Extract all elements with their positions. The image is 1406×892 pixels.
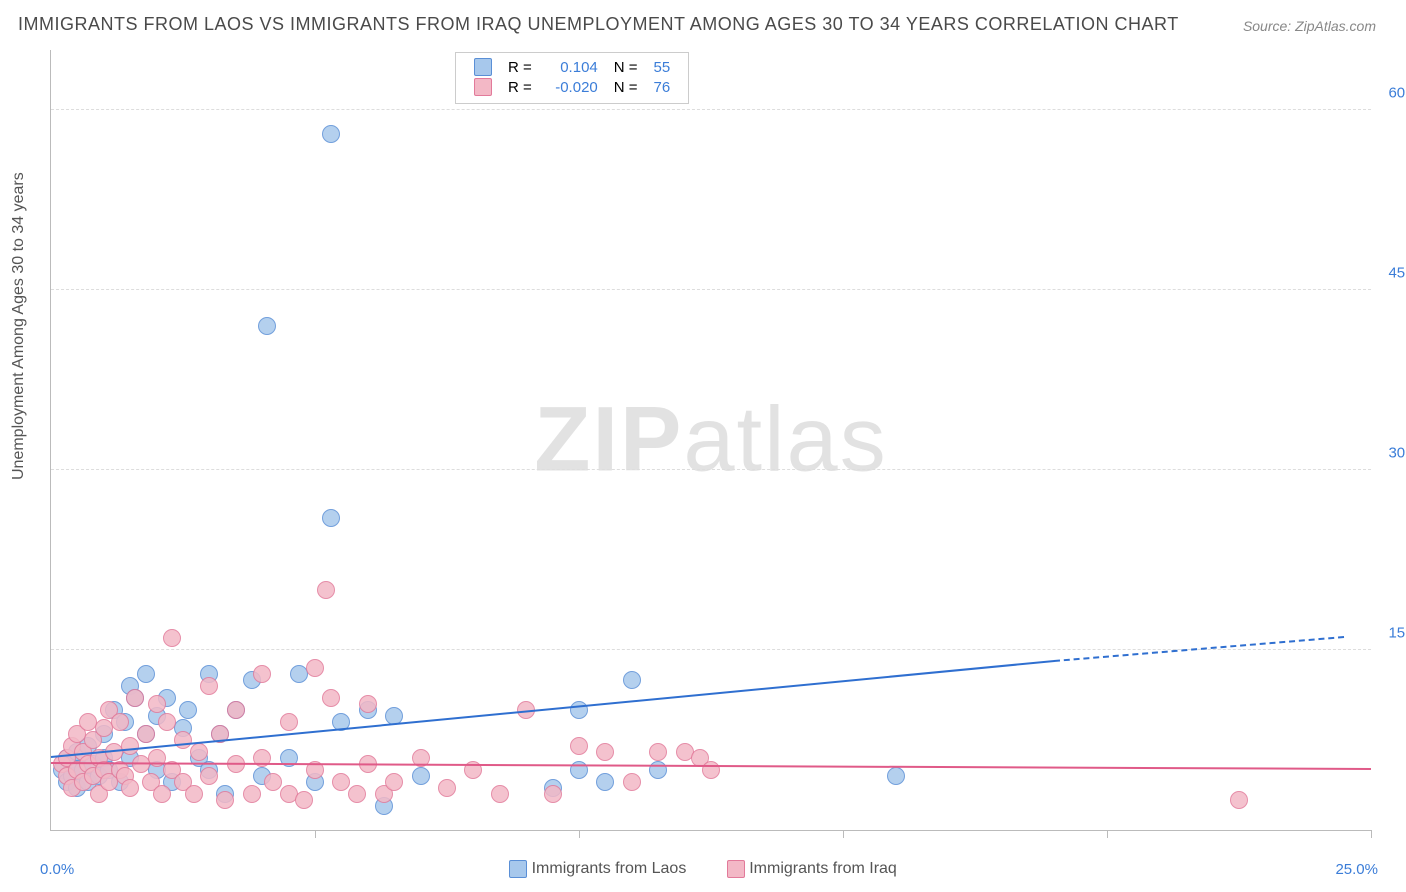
x-tick bbox=[843, 830, 844, 838]
data-point bbox=[887, 767, 905, 785]
legend-item-iraq: Immigrants from Iraq bbox=[727, 860, 897, 877]
gridline bbox=[51, 469, 1371, 470]
data-point bbox=[412, 767, 430, 785]
data-point bbox=[322, 689, 340, 707]
chart-title: IMMIGRANTS FROM LAOS VS IMMIGRANTS FROM … bbox=[18, 14, 1179, 35]
stats-legend: R = 0.104 N = 55 R = -0.020 N = 76 bbox=[455, 52, 689, 104]
correlation-chart: IMMIGRANTS FROM LAOS VS IMMIGRANTS FROM … bbox=[0, 0, 1406, 892]
swatch-laos-bottom bbox=[509, 860, 527, 878]
n-value-0: 55 bbox=[646, 57, 679, 77]
swatch-laos bbox=[474, 58, 492, 76]
legend-label-laos: Immigrants from Laos bbox=[532, 860, 687, 877]
n-label-0: N = bbox=[606, 57, 646, 77]
data-point bbox=[317, 581, 335, 599]
source-label: Source: ZipAtlas.com bbox=[1243, 18, 1376, 34]
data-point bbox=[623, 773, 641, 791]
data-point bbox=[200, 767, 218, 785]
data-point bbox=[111, 713, 129, 731]
data-point bbox=[702, 761, 720, 779]
data-point bbox=[570, 737, 588, 755]
swatch-iraq bbox=[474, 78, 492, 96]
data-point bbox=[322, 125, 340, 143]
data-point bbox=[322, 509, 340, 527]
data-point bbox=[264, 773, 282, 791]
data-point bbox=[121, 779, 139, 797]
swatch-iraq-bottom bbox=[727, 860, 745, 878]
data-point bbox=[1230, 791, 1248, 809]
stats-row-laos: R = 0.104 N = 55 bbox=[466, 57, 678, 77]
data-point bbox=[137, 725, 155, 743]
data-point bbox=[385, 773, 403, 791]
watermark: ZIPatlas bbox=[534, 388, 887, 493]
data-point bbox=[280, 713, 298, 731]
gridline bbox=[51, 109, 1371, 110]
data-point bbox=[174, 731, 192, 749]
legend-item-laos: Immigrants from Laos bbox=[509, 860, 691, 877]
y-tick-label: 60.0% bbox=[1388, 85, 1406, 102]
data-point bbox=[185, 785, 203, 803]
data-point bbox=[596, 743, 614, 761]
data-point bbox=[216, 791, 234, 809]
y-tick-label: 30.0% bbox=[1388, 445, 1406, 462]
watermark-light: atlas bbox=[683, 389, 887, 491]
data-point bbox=[623, 671, 641, 689]
data-point bbox=[306, 659, 324, 677]
data-point bbox=[137, 665, 155, 683]
data-point bbox=[126, 689, 144, 707]
data-point bbox=[359, 695, 377, 713]
data-point bbox=[649, 761, 667, 779]
data-point bbox=[190, 743, 208, 761]
r-label-0: R = bbox=[500, 57, 540, 77]
data-point bbox=[544, 785, 562, 803]
n-value-1: 76 bbox=[646, 77, 679, 97]
series-legend: Immigrants from Laos Immigrants from Ira… bbox=[0, 860, 1406, 878]
data-point bbox=[295, 791, 313, 809]
data-point bbox=[596, 773, 614, 791]
data-point bbox=[332, 773, 350, 791]
data-point bbox=[348, 785, 366, 803]
r-value-1: -0.020 bbox=[540, 77, 606, 97]
y-tick-label: 45.0% bbox=[1388, 265, 1406, 282]
data-point bbox=[121, 737, 139, 755]
data-point bbox=[163, 629, 181, 647]
legend-label-iraq: Immigrants from Iraq bbox=[749, 860, 897, 877]
y-axis-label: Unemployment Among Ages 30 to 34 years bbox=[10, 172, 28, 480]
x-tick bbox=[579, 830, 580, 838]
data-point bbox=[491, 785, 509, 803]
data-point bbox=[179, 701, 197, 719]
y-tick-label: 15.0% bbox=[1388, 625, 1406, 642]
data-point bbox=[253, 665, 271, 683]
data-point bbox=[258, 317, 276, 335]
gridline bbox=[51, 289, 1371, 290]
data-point bbox=[243, 785, 261, 803]
x-tick bbox=[1107, 830, 1108, 838]
r-label-1: R = bbox=[500, 77, 540, 97]
x-tick bbox=[1371, 830, 1372, 838]
data-point bbox=[153, 785, 171, 803]
data-point bbox=[649, 743, 667, 761]
data-point bbox=[200, 677, 218, 695]
data-point bbox=[438, 779, 456, 797]
x-tick bbox=[315, 830, 316, 838]
plot-area: ZIPatlas 15.0%30.0%45.0%60.0% bbox=[50, 50, 1371, 831]
n-label-1: N = bbox=[606, 77, 646, 97]
data-point bbox=[158, 713, 176, 731]
stats-row-iraq: R = -0.020 N = 76 bbox=[466, 77, 678, 97]
data-point bbox=[227, 701, 245, 719]
data-point bbox=[570, 701, 588, 719]
watermark-bold: ZIP bbox=[534, 389, 683, 491]
data-point bbox=[148, 695, 166, 713]
r-value-0: 0.104 bbox=[540, 57, 606, 77]
